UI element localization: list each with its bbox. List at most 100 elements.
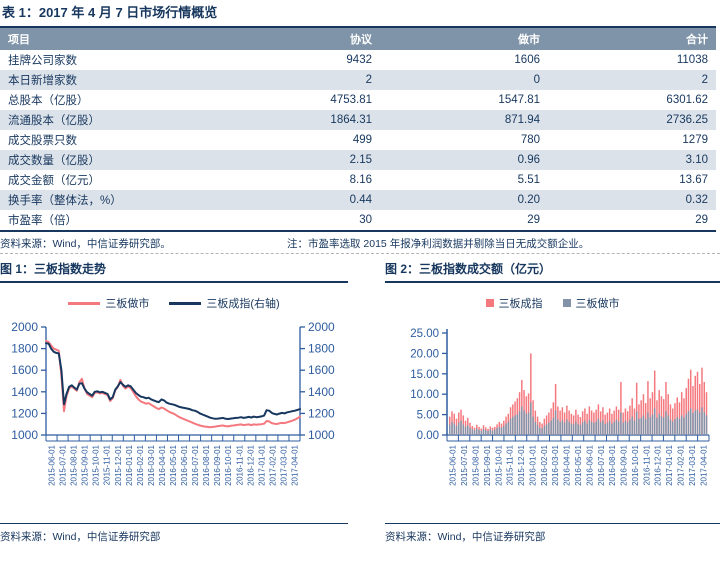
table-cell: 总股本（亿股） (8, 95, 89, 107)
legend-item-sanban-chengzhi: 三板成指(右轴) (169, 295, 280, 311)
svg-text:2015-09-01: 2015-09-01 (81, 444, 90, 485)
market-overview-table: 项目 协议 做市 合计 挂牌公司家数 9432 1606 11038 本日新增家数 2 0 2 总股本… (0, 26, 716, 232)
svg-text:2015-06-01: 2015-06-01 (449, 444, 458, 485)
table-cell: 1279 (682, 134, 708, 146)
table-cell: 0.44 (349, 194, 372, 206)
svg-text:1600: 1600 (11, 363, 38, 377)
table-cell: 3.10 (685, 154, 708, 166)
svg-text:2016-03-01: 2016-03-01 (551, 444, 560, 485)
figure1-source: 资料来源：Wind，中信证券研究部 (0, 523, 348, 544)
table-row: 本日新增家数 2 0 2 (0, 70, 716, 90)
svg-text:2015-07-01: 2015-07-01 (460, 444, 469, 485)
table-cell: 2 (365, 74, 372, 86)
table-row: 市盈率（倍） 30 29 29 (0, 210, 716, 231)
svg-text:20.00: 20.00 (410, 348, 439, 360)
section-divider (0, 253, 720, 254)
table-cell: 8.16 (349, 174, 372, 186)
table-cell: 29 (527, 214, 540, 226)
svg-text:15.00: 15.00 (410, 369, 439, 381)
svg-text:2000: 2000 (308, 320, 335, 334)
figure2-legend: 三板成指 三板做市 (385, 295, 720, 311)
table-cell: 13.67 (679, 174, 708, 186)
table-row: 流通股本（亿股） 1864.31 871.94 2736.25 (0, 110, 716, 130)
table-header-row: 项目 协议 做市 合计 (0, 27, 716, 50)
svg-text:2017-01-01: 2017-01-01 (257, 444, 266, 485)
svg-text:2016-08-01: 2016-08-01 (202, 444, 211, 485)
svg-text:2016-04-01: 2016-04-01 (158, 444, 167, 485)
table-cell: 本日新增家数 (8, 75, 77, 87)
table-row: 成交股票只数 499 780 1279 (0, 130, 716, 150)
svg-text:2016-04-01: 2016-04-01 (563, 444, 572, 485)
svg-text:2015-07-01: 2015-07-01 (59, 444, 68, 485)
table-cell: 0.32 (685, 194, 708, 206)
svg-text:2016-08-01: 2016-08-01 (608, 444, 617, 485)
svg-text:2015-10-01: 2015-10-01 (92, 444, 101, 485)
navy-line-swatch-icon (169, 301, 202, 305)
svg-text:2016-01-01: 2016-01-01 (528, 444, 537, 485)
svg-text:2017-02-01: 2017-02-01 (268, 444, 277, 485)
table-cell: 6301.62 (666, 94, 708, 106)
table-row: 挂牌公司家数 9432 1606 11038 (0, 50, 716, 70)
svg-text:1800: 1800 (11, 342, 38, 356)
svg-text:2017-03-01: 2017-03-01 (688, 444, 697, 485)
figure1-legend: 三板做市 三板成指(右轴) (0, 295, 348, 311)
svg-text:2016-12-01: 2016-12-01 (654, 444, 663, 485)
svg-text:2017-04-01: 2017-04-01 (699, 444, 708, 485)
svg-text:2016-09-01: 2016-09-01 (213, 444, 222, 485)
svg-text:1200: 1200 (11, 406, 38, 420)
table-cell: 30 (359, 214, 372, 226)
table-row: 成交数量（亿股） 2.15 0.96 3.10 (0, 150, 716, 170)
svg-text:2016-03-01: 2016-03-01 (147, 444, 156, 485)
table-cell: 2 (701, 74, 708, 86)
svg-text:2017-04-01: 2017-04-01 (290, 444, 299, 485)
table-cell: 成交金额（亿元） (8, 175, 100, 187)
svg-text:5.00: 5.00 (417, 410, 439, 422)
svg-text:2016-10-01: 2016-10-01 (631, 444, 640, 485)
svg-text:10.00: 10.00 (410, 389, 439, 401)
svg-text:2016-05-01: 2016-05-01 (574, 444, 583, 485)
svg-text:2016-11-01: 2016-11-01 (642, 444, 651, 485)
table-row: 总股本（亿股） 4753.81 1547.81 6301.62 (0, 90, 716, 110)
table-cell: 4753.81 (330, 94, 372, 106)
table-cell: 9432 (346, 54, 372, 66)
legend-item-sanban-zuoshi: 三板做市 (68, 295, 149, 311)
table-cell: 换手率（整体法，%） (8, 195, 122, 207)
svg-text:1200: 1200 (308, 406, 335, 420)
table-footnotes: 资料来源：Wind，中信证券研究部。 注：市盈率选取 2015 年报净利润数据并… (0, 236, 720, 251)
svg-text:1400: 1400 (308, 385, 335, 399)
table-row: 成交金额（亿元） 8.16 5.51 13.67 (0, 170, 716, 190)
svg-text:2016-02-01: 2016-02-01 (540, 444, 549, 485)
table-cell: 市盈率（倍） (8, 215, 77, 227)
svg-text:2015-08-01: 2015-08-01 (70, 444, 79, 485)
svg-text:2015-09-01: 2015-09-01 (483, 444, 492, 485)
legend-label: 三板成指(右轴) (206, 298, 280, 310)
table-cell: 0.20 (517, 194, 540, 206)
table-row: 换手率（整体法，%） 0.44 0.20 0.32 (0, 190, 716, 210)
table-body: 挂牌公司家数 9432 1606 11038 本日新增家数 2 0 2 总股本（亿股） 4753.… (0, 50, 716, 231)
table-cell: 1606 (514, 54, 540, 66)
figure2-source: 资料来源：Wind，中信证券研究部 (385, 523, 720, 544)
table-cell: 5.51 (517, 174, 540, 186)
legend-label: 三板做市 (105, 298, 150, 310)
svg-text:2015-11-01: 2015-11-01 (103, 444, 112, 485)
svg-text:2015-10-01: 2015-10-01 (494, 444, 503, 485)
svg-text:2016-01-01: 2016-01-01 (125, 444, 134, 485)
svg-text:2016-06-01: 2016-06-01 (585, 444, 594, 485)
table-cell: 成交数量（亿股） (8, 155, 100, 167)
table-cell: 499 (352, 134, 372, 146)
svg-text:1000: 1000 (11, 428, 38, 442)
legend-item-sanban-zuoshi: 三板做市 (562, 295, 620, 311)
svg-text:2015-12-01: 2015-12-01 (114, 444, 123, 485)
svg-text:1400: 1400 (11, 385, 38, 399)
table-header-cell: 做市 (380, 27, 548, 50)
svg-text:2016-09-01: 2016-09-01 (620, 444, 629, 485)
svg-text:1000: 1000 (308, 428, 335, 442)
svg-text:2015-12-01: 2015-12-01 (517, 444, 526, 485)
table-source-note: 资料来源：Wind，中信证券研究部。 (0, 238, 171, 250)
table-header-cell: 项目 (0, 27, 212, 50)
table-header-cell: 协议 (212, 27, 380, 50)
svg-text:2016-06-01: 2016-06-01 (180, 444, 189, 485)
table-header-cell: 合计 (548, 27, 716, 50)
